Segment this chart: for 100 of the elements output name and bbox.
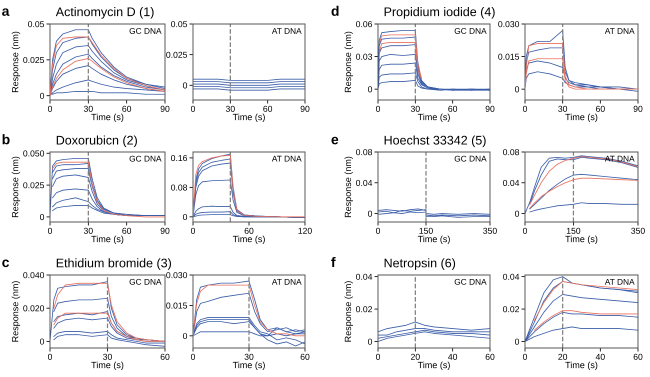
y-tick-label: 0.04 bbox=[503, 274, 520, 280]
x-tick-label: 0 bbox=[376, 354, 380, 360]
x-tick-label: 40 bbox=[596, 354, 605, 360]
y-tick-label: 0 bbox=[514, 86, 520, 92]
x-tick-label: 90 bbox=[634, 106, 642, 112]
y-axis-title: Response (nm) bbox=[344, 281, 353, 342]
annotation: GC DNA bbox=[130, 278, 162, 285]
x-tick-label: 90 bbox=[486, 106, 494, 112]
y-tick-label: 0.05 bbox=[28, 21, 44, 28]
text: c bbox=[2, 260, 10, 268]
x-tick-label: 90 bbox=[160, 106, 170, 112]
x-tick-label: 0 bbox=[190, 228, 196, 234]
x-tick-label: 0 bbox=[522, 354, 528, 360]
x-tick-label: 90 bbox=[300, 106, 310, 112]
x-tick-label: 60 bbox=[263, 106, 272, 112]
x-tick-label: 60 bbox=[122, 106, 132, 112]
x-tick-label: 60 bbox=[634, 354, 642, 360]
x-tick-label: 60 bbox=[122, 228, 132, 234]
y-tick-label: 0.040 bbox=[23, 272, 44, 278]
x-tick-label: 0 bbox=[190, 354, 196, 360]
x-tick-label: 0 bbox=[522, 106, 528, 112]
y-tick-label: 0.020 bbox=[23, 305, 44, 312]
y-tick-label: 0.025 bbox=[166, 52, 188, 58]
x-tick-label: 30 bbox=[84, 228, 93, 234]
text: f bbox=[331, 256, 336, 268]
annotation: GC DNA bbox=[130, 28, 162, 34]
y-axis-title: Response (nm) bbox=[12, 281, 20, 342]
x-tick-label: 60 bbox=[486, 354, 494, 360]
x-axis-title: Time (s) bbox=[418, 362, 450, 370]
x-axis-title: Time (s) bbox=[232, 236, 265, 244]
x-tick-label: 0 bbox=[48, 354, 52, 360]
y-tick-label: 0.06 bbox=[356, 21, 372, 28]
y-tick-label: 0.02 bbox=[356, 306, 372, 312]
x-axis-title: Time (s) bbox=[418, 114, 450, 122]
text: e bbox=[332, 136, 338, 144]
text: d bbox=[332, 6, 339, 16]
y-tick-label: 0 bbox=[182, 214, 188, 220]
x-tick-label: 60 bbox=[596, 106, 605, 112]
x-tick-label: 30 bbox=[226, 106, 235, 112]
y-tick-label: 0.04 bbox=[503, 180, 520, 186]
x-tick-label: 60 bbox=[244, 228, 254, 234]
x-tick-label: 60 bbox=[448, 106, 458, 112]
x-tick-label: 20 bbox=[558, 354, 568, 360]
annotation: GC DNA bbox=[454, 278, 487, 285]
y-tick-label: 0 bbox=[40, 338, 44, 345]
chart-title: Propidium iodide (4) bbox=[384, 7, 495, 19]
x-tick-label: 60 bbox=[300, 354, 310, 360]
annotation: AT DNA bbox=[272, 28, 302, 34]
annotation: GC DNA bbox=[130, 156, 162, 162]
text: b bbox=[2, 134, 10, 144]
x-tick-label: 0 bbox=[376, 106, 380, 112]
y-tick-label: 0.08 bbox=[171, 184, 188, 191]
x-axis-title: Time (s) bbox=[418, 236, 450, 244]
y-tick-label: 0.030 bbox=[498, 21, 520, 28]
x-axis-title: Time (s) bbox=[232, 114, 265, 122]
x-axis-title: Time (s) bbox=[91, 362, 124, 370]
y-tick-label: 0.08 bbox=[356, 149, 372, 156]
y-tick-label: 0.015 bbox=[498, 54, 520, 60]
x-tick-label: 30 bbox=[103, 354, 112, 360]
chart-title: Netropsin (6) bbox=[384, 258, 456, 270]
x-axis-title: Time (s) bbox=[565, 114, 598, 122]
x-tick-label: 90 bbox=[160, 228, 170, 234]
x-tick-label: 40 bbox=[448, 354, 458, 360]
annotation: AT DNA bbox=[604, 278, 635, 285]
x-tick-label: 0 bbox=[190, 106, 196, 112]
y-tick-label: 0.04 bbox=[356, 274, 372, 280]
x-tick-label: 30 bbox=[558, 106, 568, 112]
y-tick-label: 0 bbox=[368, 210, 372, 217]
y-tick-label: 0.08 bbox=[503, 149, 520, 156]
y-tick-label: 0.03 bbox=[356, 54, 372, 60]
y-tick-label: 0 bbox=[368, 86, 372, 92]
chart-title: Doxorubicn (2) bbox=[56, 135, 137, 148]
y-axis-title: Response (nm) bbox=[344, 32, 353, 92]
annotation: AT DNA bbox=[272, 278, 302, 285]
y-axis-title: Response (nm) bbox=[344, 156, 353, 218]
y-tick-label: 0.02 bbox=[503, 306, 520, 312]
x-tick-label: 150 bbox=[566, 228, 580, 234]
y-tick-label: 0 bbox=[368, 338, 372, 345]
x-tick-label: 30 bbox=[410, 106, 420, 112]
x-axis-title: Time (s) bbox=[91, 236, 124, 244]
y-tick-label: 0.16 bbox=[171, 155, 188, 162]
x-tick-label: 350 bbox=[483, 228, 497, 234]
x-tick-label: 0 bbox=[48, 228, 52, 234]
x-axis-title: Time (s) bbox=[565, 362, 598, 370]
x-tick-label: 60 bbox=[160, 354, 170, 360]
y-tick-label: 0.025 bbox=[23, 182, 44, 188]
x-axis-title: Time (s) bbox=[232, 362, 265, 370]
x-tick-label: 20 bbox=[410, 354, 420, 360]
text: a bbox=[2, 8, 10, 16]
y-tick-label: 0 bbox=[40, 214, 44, 220]
y-tick-label: 0.04 bbox=[356, 180, 372, 186]
chart-title: Actinomycin D (1) bbox=[56, 7, 154, 19]
x-tick-label: 0 bbox=[48, 106, 52, 112]
x-tick-label: 30 bbox=[84, 106, 93, 112]
y-tick-label: 0 bbox=[514, 338, 520, 345]
x-tick-label: 30 bbox=[244, 354, 254, 360]
x-tick-label: 0 bbox=[522, 228, 528, 234]
annotation: GC DNA bbox=[454, 156, 487, 162]
annotation: AT DNA bbox=[604, 28, 635, 34]
annotation: GC DNA bbox=[454, 28, 487, 34]
